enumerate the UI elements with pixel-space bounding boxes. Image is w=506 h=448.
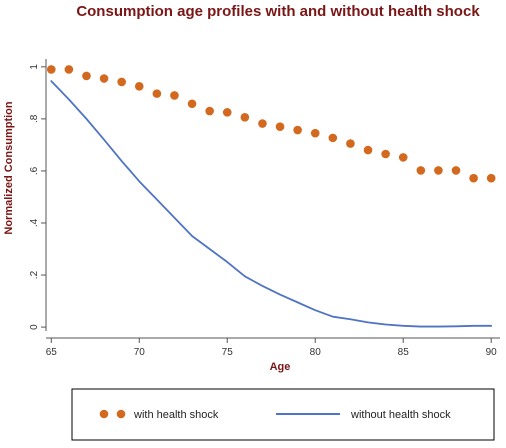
chart-title: Consumption age profiles with and withou…: [76, 3, 480, 20]
data-point-with-health-shock: [222, 108, 232, 117]
y-tick-label: 0: [29, 324, 40, 330]
y-tick-label: .4: [29, 218, 40, 227]
data-point-with-health-shock: [187, 99, 197, 109]
legend-label-with-health-shock: with health shock: [133, 409, 219, 421]
data-point-with-health-shock: [82, 71, 91, 81]
y-axis-title: Normalized Consumption: [3, 101, 15, 235]
legend-marker-dot: [116, 409, 126, 419]
data-point-with-health-shock: [486, 173, 496, 183]
data-point-with-health-shock: [310, 128, 320, 138]
series-line-without-health-shock: [50, 80, 493, 328]
series-layer: [46, 65, 496, 328]
data-point-with-health-shock: [205, 106, 214, 116]
y-tick-label: 1: [29, 64, 40, 70]
data-point-with-health-shock: [416, 166, 426, 175]
data-point-with-health-shock: [381, 149, 390, 159]
data-point-with-health-shock: [152, 89, 162, 98]
plot-area: 65 70 75 80 85 90 0 .2 .4 .6 .8 1: [29, 59, 500, 358]
data-point-with-health-shock: [134, 82, 144, 91]
data-point-with-health-shock: [275, 122, 285, 131]
data-point-with-health-shock: [328, 133, 338, 143]
legend-marker-dot: [99, 409, 109, 419]
y-ticks: 0 .2 .4 .6 .8 1: [29, 64, 46, 330]
data-point-with-health-shock: [293, 125, 302, 135]
data-point-with-health-shock: [240, 113, 250, 122]
data-point-with-health-shock: [117, 77, 126, 87]
x-tick-label: 85: [398, 347, 410, 358]
data-point-with-health-shock: [363, 145, 373, 155]
data-point-with-health-shock: [346, 139, 355, 148]
data-point-with-health-shock: [398, 153, 408, 162]
data-point-with-health-shock: [451, 166, 461, 175]
y-tick-label: .6: [29, 166, 40, 175]
x-tick-label: 75: [222, 347, 234, 358]
data-point-with-health-shock: [469, 173, 478, 183]
legend: with health shock without health shock: [71, 388, 495, 441]
data-point-with-health-shock: [99, 74, 109, 83]
y-tick-label: .8: [29, 114, 40, 123]
legend-label-without-health-shock: without health shock: [350, 409, 451, 421]
data-point-with-health-shock: [258, 119, 267, 128]
data-point-with-health-shock: [434, 166, 443, 175]
y-tick-label: .2: [29, 270, 40, 279]
x-axis-title: Age: [270, 361, 291, 373]
data-point-with-health-shock: [64, 65, 74, 74]
x-tick-label: 65: [46, 347, 58, 358]
x-tick-label: 70: [134, 347, 146, 358]
x-tick-label: 90: [486, 347, 498, 358]
data-point-with-health-shock: [46, 65, 56, 74]
data-point-with-health-shock: [170, 91, 179, 100]
x-tick-label: 80: [310, 347, 322, 358]
x-ticks: 65 70 75 80 85 90: [46, 338, 497, 358]
